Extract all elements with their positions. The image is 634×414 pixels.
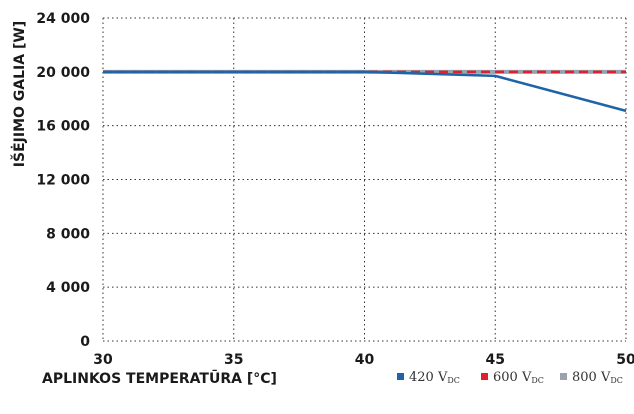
tick-labels: 0 4 000 8 000 12 000 16 000 20 000 24 000 30 35 4…	[36, 11, 634, 368]
y-tick-label: 20 000	[36, 65, 90, 81]
x-tick-label: 45	[486, 352, 505, 368]
legend-label: 420 VDC	[409, 370, 460, 385]
legend-swatch	[397, 373, 404, 380]
x-tick-label: 40	[355, 352, 375, 368]
x-tick-label: 50	[616, 352, 634, 368]
y-tick-label: 8 000	[46, 226, 90, 242]
y-axis-title: IŠĖJIMO GALIA [W]	[10, 21, 28, 167]
x-tick-label: 30	[93, 352, 113, 368]
x-axis-title: APLINKOS TEMPERATŪRA [°C]	[42, 369, 277, 387]
legend-label: 600 VDC	[493, 370, 544, 385]
series-lines	[103, 69, 627, 113]
y-tick-label: 12 000	[36, 173, 90, 189]
y-tick-label: 24 000	[36, 11, 90, 27]
legend-label: 800 VDC	[572, 370, 623, 385]
legend-swatch	[481, 373, 488, 380]
y-tick-label: 4 000	[46, 280, 90, 296]
y-tick-label: 16 000	[36, 119, 90, 135]
y-tick-label: 0	[80, 334, 90, 350]
legend-swatch	[560, 373, 567, 380]
grid	[102, 17, 627, 342]
series-line-420v	[103, 70, 627, 113]
x-tick-label: 35	[224, 352, 243, 368]
legend: 420 VDC 600 VDC 800 VDC	[397, 370, 623, 385]
